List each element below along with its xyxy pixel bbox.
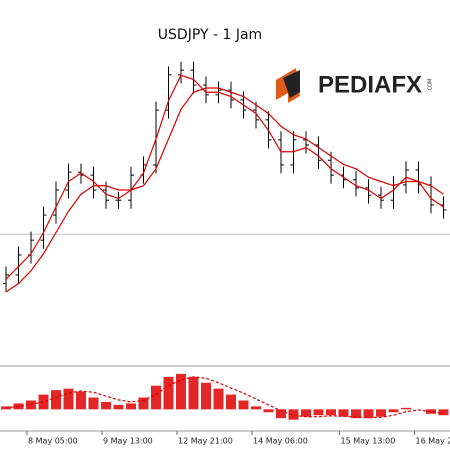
histogram-bar — [438, 409, 449, 416]
histogram-bar — [188, 376, 199, 410]
moving-average — [5, 87, 444, 293]
chart-title: USDJPY - 1 Jam — [158, 27, 262, 43]
histogram-bar — [163, 376, 174, 410]
histogram-bar — [101, 401, 111, 410]
logo-icon — [283, 70, 300, 98]
histogram-bar — [301, 409, 311, 417]
histogram-bar — [388, 409, 399, 413]
histogram-bar — [63, 388, 74, 410]
histogram-bar — [126, 403, 136, 410]
logo-suffix: .COM — [428, 79, 434, 92]
logo: PEDIAFX .COM — [276, 68, 434, 103]
histogram-bar — [288, 409, 299, 420]
histogram-bar — [251, 406, 261, 410]
x-tick-label: 12 May 21:00 — [178, 437, 233, 446]
histogram-bar — [263, 409, 274, 413]
x-tick-label: 9 May 13:00 — [103, 437, 153, 446]
histogram-bar — [313, 409, 324, 416]
x-tick-label: 8 May 05:00 — [28, 437, 78, 446]
histogram-bar — [176, 373, 186, 410]
histogram-bar — [363, 409, 374, 419]
x-tick-label: 14 May 06:00 — [253, 437, 308, 446]
histogram-bar — [226, 394, 236, 410]
x-tick-label: 16 May 21 — [416, 437, 450, 446]
histogram-bar — [138, 397, 149, 410]
histogram-bar — [376, 409, 386, 417]
x-tick-label: 15 May 13:00 — [341, 437, 396, 446]
signal-line — [5, 376, 444, 419]
histogram-bar — [88, 397, 99, 410]
histogram-bar — [351, 409, 361, 419]
histogram-bar — [276, 409, 286, 419]
moving-average — [5, 74, 444, 280]
histogram-bar — [113, 404, 124, 410]
histogram-bar — [338, 409, 349, 417]
histogram-bar — [201, 382, 211, 410]
histogram-bar — [401, 407, 411, 410]
histogram-bar — [213, 388, 224, 410]
histogram-bar — [76, 391, 86, 410]
histogram-bar — [151, 385, 161, 410]
histogram-bar — [326, 409, 336, 416]
histogram-bar — [51, 390, 61, 410]
logo-text: PEDIAFX — [318, 71, 422, 98]
histogram-bar — [238, 400, 249, 410]
histogram-bar — [426, 409, 436, 414]
